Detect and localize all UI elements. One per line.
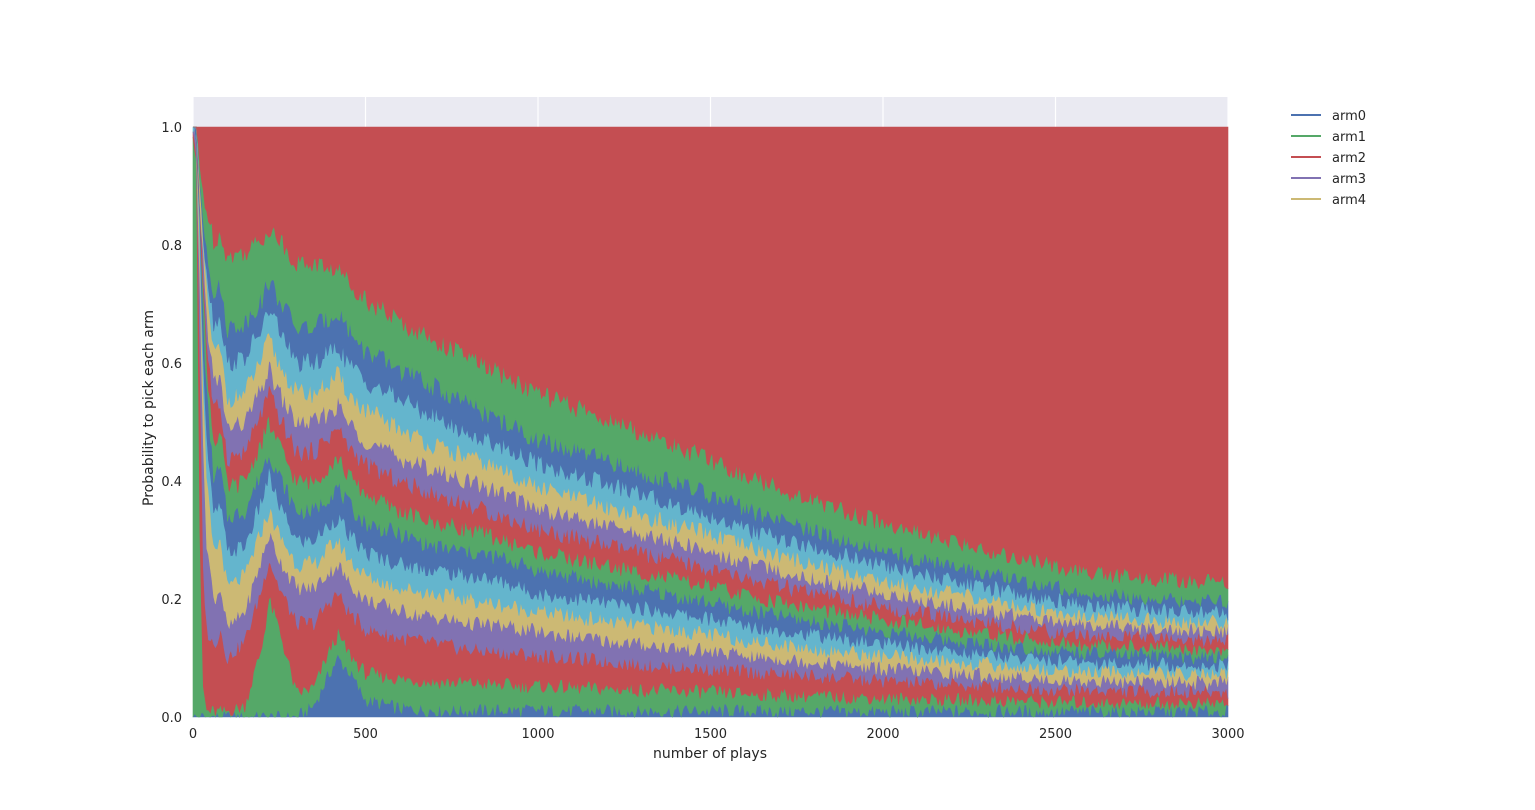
y-tick-label-1: 0.2 xyxy=(161,593,182,608)
x-axis-label: number of plays xyxy=(653,746,767,762)
y-axis-label: Probability to pick each arm xyxy=(141,310,157,506)
x-tick-label-6: 3000 xyxy=(1211,727,1244,742)
x-axis-ticks: 0 500 1000 1500 2000 2500 3000 xyxy=(189,727,1245,742)
legend-label-arm2: arm2 xyxy=(1332,151,1366,166)
legend: arm0 arm1 arm2 arm3 arm4 xyxy=(1291,109,1366,208)
y-tick-label-5: 1.0 xyxy=(161,121,182,136)
y-axis-ticks: 0.0 0.2 0.4 0.6 0.8 1.0 xyxy=(161,121,182,726)
area-layer-14 xyxy=(193,126,1229,590)
legend-label-arm4: arm4 xyxy=(1332,193,1366,208)
y-tick-label-0: 0.0 xyxy=(161,711,182,726)
legend-label-arm3: arm3 xyxy=(1332,172,1366,187)
y-tick-label-4: 0.8 xyxy=(161,239,182,254)
x-tick-label-4: 2000 xyxy=(866,727,899,742)
x-tick-label-0: 0 xyxy=(189,727,197,742)
x-tick-label-5: 2500 xyxy=(1039,727,1072,742)
legend-label-arm1: arm1 xyxy=(1332,130,1366,145)
x-tick-label-2: 1000 xyxy=(521,727,554,742)
x-tick-label-1: 500 xyxy=(353,727,378,742)
y-tick-label-3: 0.6 xyxy=(161,357,182,372)
x-tick-label-3: 1500 xyxy=(694,727,727,742)
y-tick-label-2: 0.4 xyxy=(161,475,182,490)
legend-label-arm0: arm0 xyxy=(1332,109,1366,124)
stacked-areas xyxy=(192,126,1229,718)
